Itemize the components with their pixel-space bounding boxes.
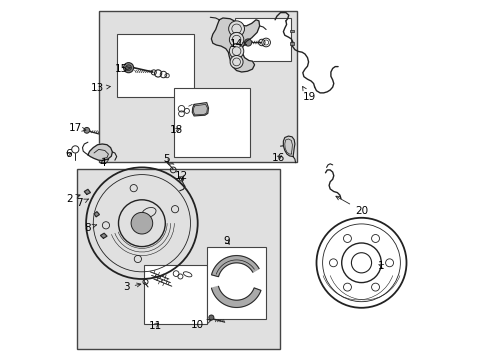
Polygon shape	[211, 18, 259, 72]
Text: 20: 20	[335, 196, 367, 216]
Text: 15: 15	[115, 64, 131, 74]
Bar	[117, 34, 194, 97]
Text: 3: 3	[123, 282, 141, 292]
Circle shape	[229, 32, 244, 47]
Text: 19: 19	[302, 86, 315, 102]
Bar	[289, 30, 293, 32]
Polygon shape	[101, 233, 107, 238]
Bar	[235, 18, 291, 61]
Text: 6: 6	[65, 149, 72, 159]
Polygon shape	[211, 286, 261, 307]
Text: 14: 14	[229, 39, 246, 49]
Polygon shape	[211, 256, 259, 277]
Text: 18: 18	[169, 125, 183, 135]
Bar	[174, 88, 249, 157]
Circle shape	[84, 127, 89, 133]
Polygon shape	[283, 136, 294, 157]
Polygon shape	[192, 103, 208, 116]
Circle shape	[131, 212, 152, 234]
Text: 11: 11	[148, 321, 162, 331]
Text: 7: 7	[76, 198, 88, 208]
Polygon shape	[94, 212, 99, 217]
Text: 4: 4	[99, 158, 108, 168]
Bar	[99, 11, 296, 162]
Bar	[143, 265, 206, 324]
Text: 10: 10	[191, 319, 211, 330]
Text: 13: 13	[91, 83, 110, 93]
Circle shape	[208, 315, 213, 320]
Circle shape	[230, 55, 243, 68]
Text: 16: 16	[271, 153, 285, 163]
Text: 9: 9	[223, 236, 229, 246]
Text: 8: 8	[84, 222, 97, 233]
Circle shape	[229, 44, 244, 58]
Polygon shape	[84, 189, 90, 194]
Circle shape	[123, 63, 133, 73]
Circle shape	[228, 21, 244, 37]
Bar	[289, 42, 293, 45]
Text: 2: 2	[66, 194, 80, 204]
Text: 1: 1	[377, 261, 384, 271]
Bar	[77, 169, 280, 349]
Polygon shape	[88, 144, 112, 161]
Circle shape	[125, 65, 131, 71]
Text: 17: 17	[68, 123, 86, 133]
Circle shape	[244, 39, 251, 46]
Text: 5: 5	[163, 154, 169, 164]
Text: 12: 12	[175, 171, 188, 181]
Bar	[206, 247, 265, 319]
